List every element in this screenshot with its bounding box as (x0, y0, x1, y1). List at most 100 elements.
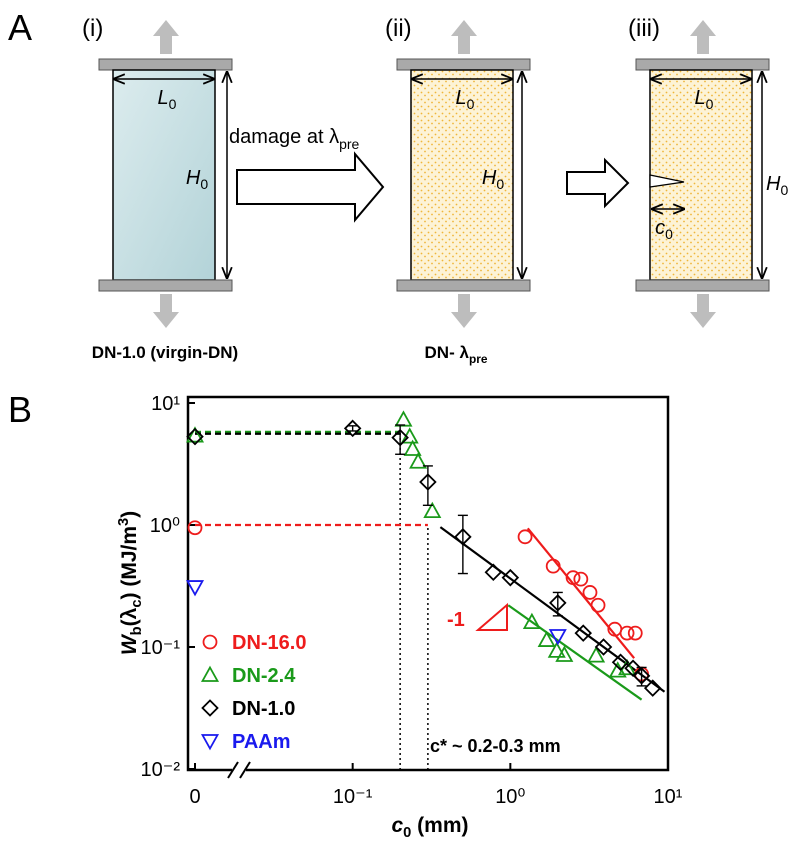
clamp (396, 279, 531, 292)
pull-arrow (451, 20, 477, 54)
panel-label: B (8, 389, 32, 430)
fit-line (507, 604, 643, 701)
pull-arrow (153, 20, 179, 54)
y-axis-title: Wb(λc) (MJ/m3) (116, 511, 145, 655)
legend-label: DN-1.0 (232, 698, 295, 720)
data-point (403, 439, 422, 456)
data-point (547, 641, 566, 658)
subscript: 0 (706, 96, 714, 112)
y-tick-label: 10⁰ (150, 515, 180, 537)
legend-label: DN-2.4 (232, 665, 296, 687)
data-point (391, 428, 409, 447)
data-point (419, 473, 437, 491)
symbol: c (391, 814, 403, 837)
legend-marker (201, 699, 219, 717)
subscript: pre (469, 352, 488, 366)
symbol: W (118, 633, 141, 655)
data-point (619, 625, 635, 641)
data-point (522, 612, 541, 629)
slope-triangle (475, 602, 508, 631)
stage: (ii) L0 H0 DN- λpre (385, 15, 531, 366)
data-point (582, 585, 598, 600)
pull-arrow (690, 294, 716, 328)
data-point (611, 653, 630, 672)
data-point (343, 419, 362, 438)
height-label: H0 (766, 173, 788, 198)
fit-line (526, 527, 636, 659)
symbol: L (456, 87, 467, 109)
text: ) (MJ/m (118, 526, 141, 600)
text: damage at λ (229, 126, 339, 148)
x-tick-label: 10⁻¹ (333, 786, 373, 808)
superscript: 3 (116, 518, 132, 526)
data-point (501, 568, 520, 587)
y-tick-label: 10⁻¹ (141, 637, 181, 659)
process-arrow (236, 151, 385, 223)
clamp (396, 58, 531, 71)
y-tick-label: 10⁻² (141, 759, 181, 781)
caption: DN- λpre (425, 343, 488, 366)
data-point (627, 625, 643, 641)
data-point (590, 597, 606, 613)
gel-sample (112, 69, 216, 281)
subscript: 0 (403, 825, 411, 841)
subscript: 0 (169, 96, 177, 112)
axis-break (239, 761, 251, 779)
clamp (98, 279, 233, 292)
caption: DN-1.0 (virgin-DN) (92, 343, 238, 362)
data-point (409, 452, 428, 469)
data-point (587, 646, 606, 663)
data-point (187, 520, 203, 536)
legend-label: DN-16.0 (232, 632, 306, 654)
stage: (iii) c0 L0 H0 (628, 15, 788, 328)
process-arrow (566, 157, 630, 209)
symbol: L (695, 87, 706, 109)
data-point (573, 571, 589, 587)
x-tick-label: 10⁰ (495, 786, 525, 808)
data-point (185, 426, 205, 443)
subscript: c (129, 600, 145, 608)
axis-break (227, 761, 239, 779)
symbol: H (482, 167, 497, 189)
height-label: H0 (186, 167, 208, 192)
width-label: L0 (158, 87, 177, 112)
pull-arrow (690, 20, 716, 54)
symbol: H (186, 167, 201, 189)
data-point (185, 580, 205, 597)
clamp (635, 58, 770, 71)
subscript: 0 (200, 176, 208, 192)
data-point (632, 667, 651, 685)
data-point (545, 558, 561, 574)
x-tick-label: 10¹ (654, 786, 683, 808)
data-point (548, 629, 567, 646)
subscript: 0 (467, 96, 475, 112)
stage-label: (iii) (628, 15, 660, 42)
data-point (594, 638, 613, 656)
pull-arrow (451, 294, 477, 328)
data-point (517, 529, 533, 545)
crack (649, 174, 685, 188)
data-point (574, 624, 593, 642)
text: ) (118, 511, 141, 518)
y-tick-label: 10¹ (151, 393, 180, 415)
panel-label: A (8, 7, 32, 48)
width-label: L0 (456, 87, 475, 112)
x-tick-label: 0 (189, 786, 200, 808)
subscript: 0 (665, 226, 673, 242)
crack-label: c0 (655, 217, 673, 242)
text: (λ (118, 607, 141, 626)
data-point (484, 563, 503, 582)
data-point (537, 630, 556, 647)
stage-label: (i) (82, 15, 103, 42)
legend-marker (202, 634, 218, 650)
text: DN- λ (425, 343, 470, 362)
data-point (643, 679, 662, 697)
data-point (454, 528, 472, 546)
legend-label: PAAm (232, 731, 291, 753)
data-point (186, 427, 204, 446)
symbol: L (158, 87, 169, 109)
x-axis-title: c0 (mm) (391, 814, 468, 841)
pull-arrow (153, 294, 179, 328)
symbol: H (766, 173, 781, 195)
